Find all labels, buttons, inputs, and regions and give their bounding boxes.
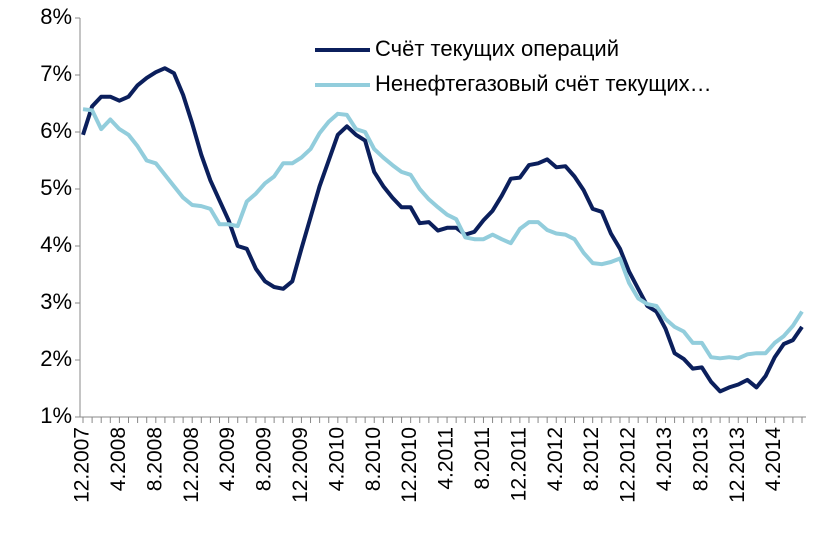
y-tick-label: 5% bbox=[40, 175, 72, 200]
x-tick-label: 8.2010 bbox=[362, 427, 385, 491]
x-tick-label: 12.2007 bbox=[71, 427, 94, 503]
x-tick-label: 8.2012 bbox=[580, 427, 603, 491]
legend-label: Счёт текущих операций bbox=[375, 36, 619, 61]
x-tick-label: 8.2008 bbox=[143, 427, 166, 491]
y-tick-label: 4% bbox=[40, 232, 72, 257]
y-tick-label: 7% bbox=[40, 61, 72, 86]
x-tick-label: 4.2014 bbox=[762, 427, 785, 492]
legend-label: Ненефтегазовый счёт текущих… bbox=[375, 71, 712, 96]
y-tick-label: 2% bbox=[40, 346, 72, 371]
x-tick-label: 12.2008 bbox=[180, 427, 203, 503]
x-tick-label: 8.2013 bbox=[689, 427, 712, 491]
x-tick-label: 4.2013 bbox=[653, 427, 676, 491]
y-tick-label: 3% bbox=[40, 289, 72, 314]
x-tick-label: 12.2012 bbox=[617, 427, 640, 503]
y-tick-label: 8% bbox=[40, 4, 72, 29]
x-tick-label: 4.2010 bbox=[325, 427, 348, 491]
x-tick-label: 4.2009 bbox=[216, 427, 239, 491]
series-line bbox=[81, 66, 804, 394]
series-line bbox=[82, 107, 804, 361]
x-tick-label: 4.2008 bbox=[107, 427, 130, 491]
y-tick-label: 1% bbox=[40, 403, 72, 428]
x-tick-label: 8.2011 bbox=[471, 427, 494, 490]
x-tick-label: 12.2010 bbox=[398, 427, 421, 503]
x-tick-label: 8.2009 bbox=[253, 427, 276, 491]
x-tick-label: 12.2011 bbox=[507, 427, 530, 501]
y-tick-label: 6% bbox=[40, 118, 72, 143]
x-tick-label: 12.2013 bbox=[726, 427, 749, 503]
x-tick-label: 4.2011 bbox=[435, 427, 458, 490]
x-tick-label: 4.2012 bbox=[544, 427, 567, 491]
x-tick-label: 12.2009 bbox=[289, 427, 312, 503]
